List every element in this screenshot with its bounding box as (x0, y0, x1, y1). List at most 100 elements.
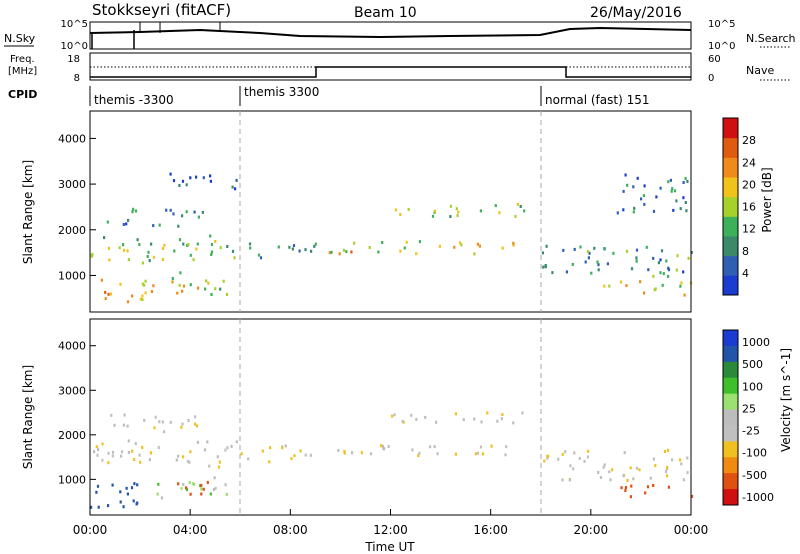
velocity-colorbar-swatch (723, 473, 738, 490)
velocity-cell (185, 486, 188, 490)
power-cell (584, 260, 587, 264)
power-cell (90, 254, 94, 258)
freq-tick-top: 18 (67, 54, 80, 65)
power-cell (542, 265, 545, 269)
power-cell (682, 196, 685, 200)
power-cell (458, 241, 462, 245)
power-cell (596, 260, 599, 264)
velocity-cell (113, 423, 116, 427)
velocity-cell (602, 465, 605, 469)
velocity-cell (122, 423, 125, 427)
power-cell (225, 293, 229, 296)
velocity-colorbar-tick: -25 (742, 425, 760, 438)
power-cell (659, 186, 662, 190)
power-cell (512, 241, 515, 245)
station-title: Stokkseyri (fitACF) (92, 1, 231, 19)
velocity-cell (603, 463, 606, 467)
power-cell (136, 238, 139, 242)
power-cell (235, 178, 238, 182)
power-colorbar-tick: 20 (742, 178, 756, 191)
velocity-cell (671, 458, 674, 462)
velocity-cell (474, 452, 477, 456)
velocity-cell (200, 492, 203, 496)
power-cell (662, 272, 665, 276)
velocity-colorbar-swatch (723, 441, 738, 458)
power-cell (139, 297, 142, 301)
velocity-cell (187, 419, 190, 422)
velocity-cell (626, 478, 629, 482)
power-cell (173, 249, 176, 253)
power-cell (146, 255, 149, 258)
velocity-cell (196, 440, 199, 444)
velocity-cell (473, 417, 476, 421)
power-cell (519, 205, 522, 208)
power-cell (181, 289, 184, 293)
velocity-cell (188, 460, 191, 464)
power-data (90, 172, 693, 304)
velocity-cell (93, 450, 96, 454)
velocity-colorbar-swatch (723, 457, 738, 474)
velocity-cell (573, 451, 576, 455)
power-cell (181, 179, 185, 183)
velocity-cell (209, 492, 212, 496)
velocity-cell (543, 459, 546, 463)
power-cell (453, 245, 456, 249)
velocity-cell (611, 468, 614, 472)
velocity-cell (136, 483, 139, 487)
velocity-cell (381, 444, 385, 448)
power-cell (314, 242, 317, 246)
nsearch-tick-top: 10^5 (708, 19, 735, 30)
velocity-colorbar-swatch (723, 425, 738, 442)
power-cell (657, 261, 660, 265)
power-cell (231, 185, 234, 189)
power-cell (144, 291, 147, 295)
power-cell (100, 278, 103, 282)
power-cell (514, 214, 517, 218)
power-cell (179, 271, 182, 275)
velocity-cell (226, 446, 229, 450)
power-cell (104, 290, 107, 294)
power-cell (209, 179, 212, 183)
power-cell (185, 183, 188, 187)
velocity-cell (213, 476, 216, 480)
velocity-cell (667, 448, 670, 452)
power-cell (152, 284, 155, 288)
velocity-cell (436, 452, 439, 456)
power-colorbar-swatch (723, 216, 738, 237)
cpid-entry-3: normal (fast) 151 (545, 93, 649, 107)
velocity-cell (261, 449, 264, 453)
velocity-cell (122, 505, 125, 509)
power-cell (449, 215, 452, 218)
velocity-cell (557, 457, 560, 461)
velocity-cell (569, 464, 572, 468)
power-cell (202, 176, 205, 180)
power-cell (127, 258, 130, 262)
velocity-cell (293, 454, 296, 458)
velocity-cell (391, 414, 394, 418)
power-cell (636, 176, 639, 180)
power-cell (512, 243, 515, 247)
power-cell (107, 292, 110, 296)
nsky-tick-top: 10^5 (61, 19, 88, 30)
power-cell (551, 271, 554, 275)
power-colorbar-swatch (723, 255, 738, 276)
power-cell (603, 247, 606, 250)
power-panel: 1000 2000 3000 4000 Slant Range [km] 4 8 12 16… (21, 110, 774, 313)
velocity-cell (107, 451, 110, 455)
power-cell (181, 214, 184, 218)
power-cell (632, 185, 635, 189)
power-colorbar: 4 8 12 16 20 24 28 (722, 117, 756, 296)
velocity-cell (130, 486, 134, 490)
power-cell (622, 208, 625, 212)
velocity-cell (350, 451, 354, 455)
x-tick-label: 08:00 (273, 523, 308, 537)
velocity-cell (181, 422, 184, 426)
power-colorbar-swatch (723, 118, 738, 139)
power-cell (185, 210, 188, 214)
velocity-cell (101, 458, 104, 462)
velocity-cell (401, 419, 404, 423)
velocity-cell (120, 454, 123, 458)
velocity-cell (110, 413, 113, 417)
y-tick-label: 2000 (58, 224, 86, 237)
velocity-cell (154, 415, 157, 419)
